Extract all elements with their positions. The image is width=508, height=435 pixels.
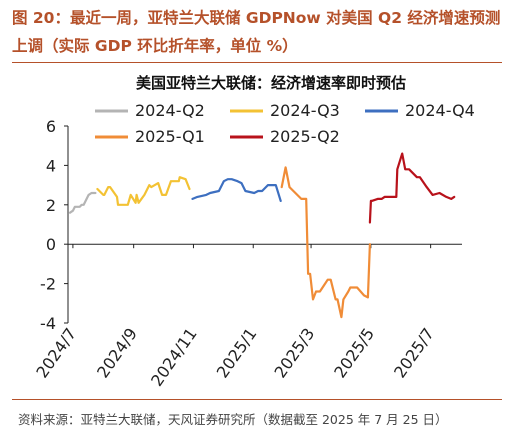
legend-label: 2024-Q2 xyxy=(135,101,205,120)
series-line-2024-q2 xyxy=(68,191,97,214)
y-tick-label: -2 xyxy=(40,275,56,294)
x-tick-label: 2025/5 xyxy=(330,324,378,381)
legend-label: 2025-Q1 xyxy=(135,127,205,146)
legend-label: 2024-Q3 xyxy=(270,101,340,120)
x-tick-label: 2024/11 xyxy=(147,324,201,389)
source-note: 资料来源：亚特兰大联储，天风证券研究所（数据截至 2025 年 7 月 25 日… xyxy=(18,412,448,427)
x-tick-label: 2024/9 xyxy=(93,324,141,381)
series-lines xyxy=(68,152,456,319)
chart-title: 美国亚特兰大联储：经济增速率即时预估 xyxy=(136,74,406,92)
top-rule xyxy=(12,62,502,63)
x-axis-ticks: 2024/7 2024/9 2024/11 2025/1 2025/3 2025/5 202… xyxy=(32,244,438,390)
series-line-2024-q4 xyxy=(191,178,282,202)
series-line-2024-q3 xyxy=(96,176,191,206)
figure-title: 图 20：最近一周，亚特兰大联储 GDPNow 对美国 Q2 经济增速预测上调（… xyxy=(12,9,501,55)
series-line-2025-q1 xyxy=(280,166,371,319)
y-tick-label: 4 xyxy=(46,156,56,175)
y-tick-label: 2 xyxy=(46,196,56,215)
y-tick-label: -4 xyxy=(40,314,56,333)
x-tick-label: 2025/3 xyxy=(270,324,318,381)
legend-label: 2025-Q2 xyxy=(270,127,340,146)
bottom-rule xyxy=(12,399,502,400)
y-tick-label: 0 xyxy=(46,235,56,254)
series-line-2025-q2 xyxy=(368,152,456,224)
legend: 2024-Q2 2024-Q3 2024-Q4 2025-Q1 2025-Q2 xyxy=(95,101,475,146)
legend-label: 2024-Q4 xyxy=(405,101,475,120)
x-tick-label: 2025/1 xyxy=(213,324,261,381)
y-axis-ticks: 6 4 2 0 -2 -4 xyxy=(40,117,68,333)
y-tick-label: 6 xyxy=(46,117,56,136)
x-tick-label: 2025/7 xyxy=(390,324,438,381)
